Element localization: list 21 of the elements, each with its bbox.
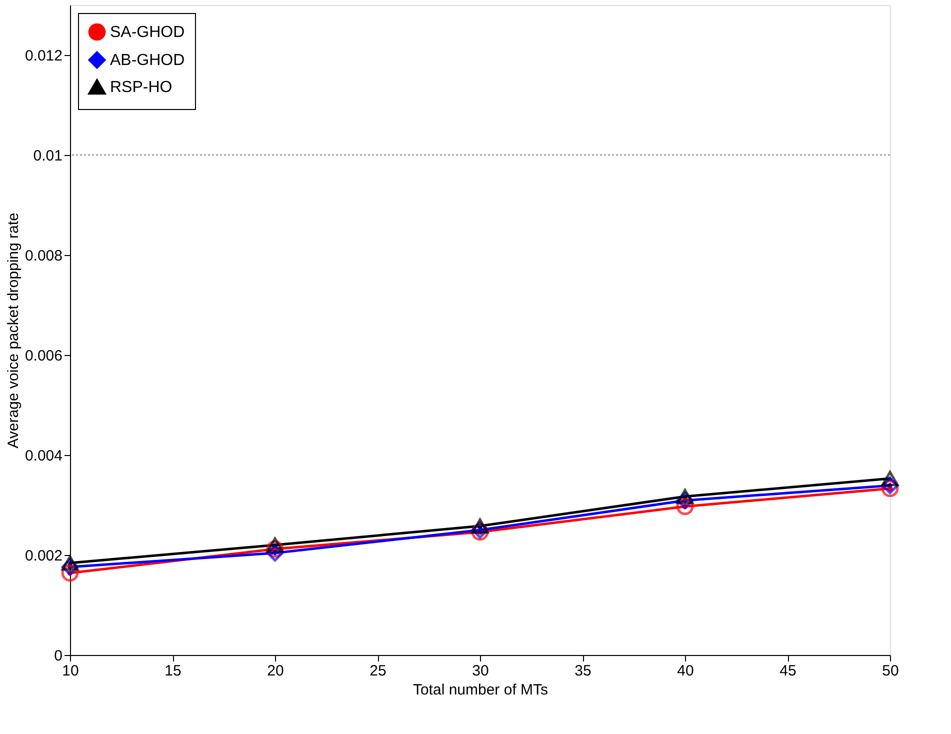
- y-tick-label: 0.006: [24, 348, 62, 364]
- y-axis-title: Average voice packet dropping rate: [4, 212, 22, 448]
- x-tick-label: 50: [882, 662, 899, 680]
- y-tick-label: 0.012: [24, 48, 62, 64]
- x-axis-title: Total number of MTs: [412, 682, 548, 698]
- y-tick-label: 0.008: [24, 248, 62, 264]
- y-tick-label: 0.01: [33, 148, 62, 164]
- y-tick-label: 0: [54, 648, 62, 664]
- legend-label: SA-GHOD: [110, 24, 185, 41]
- x-tick-label: 20: [267, 662, 284, 680]
- legend-label: AB-GHOD: [110, 52, 185, 69]
- x-tick-label: 30: [472, 662, 489, 680]
- x-tick-label: 35: [574, 662, 592, 680]
- legend-label: RSP-HO: [110, 79, 172, 96]
- x-tick-label: 40: [677, 662, 694, 680]
- x-tick-label: 25: [370, 662, 386, 680]
- y-tick-label: 0.002: [24, 548, 62, 564]
- y-tick-label: 0.004: [24, 448, 62, 464]
- x-tick-label: 45: [780, 662, 796, 680]
- x-tick-label: 10: [62, 662, 79, 680]
- x-tick-label: 15: [164, 662, 182, 680]
